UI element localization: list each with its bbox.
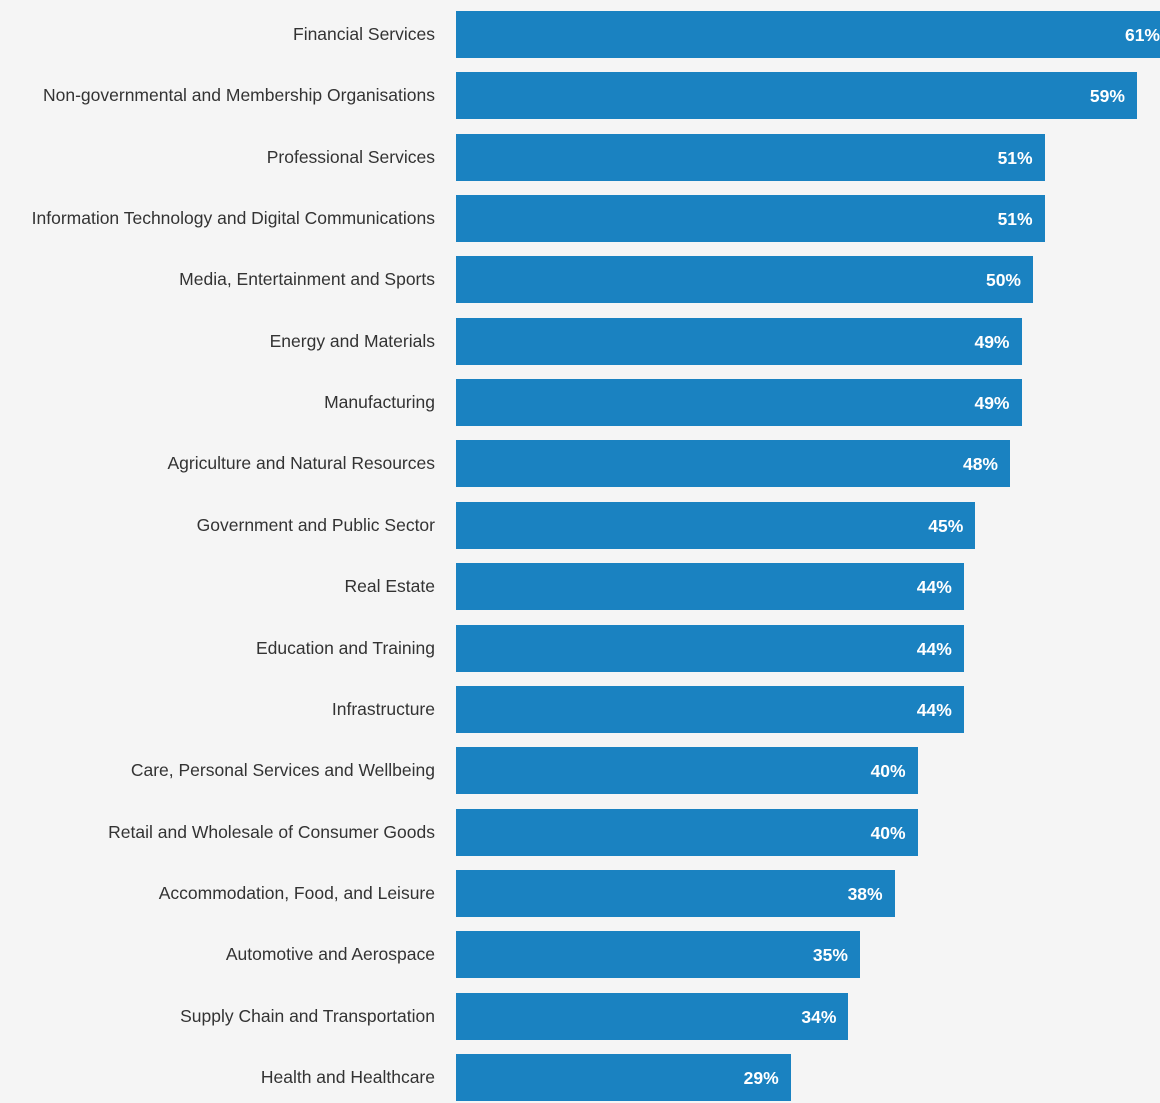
bar: 51% bbox=[456, 195, 1045, 243]
bar-row: Accommodation, Food, and Leisure 38% bbox=[0, 869, 1160, 917]
bar-row: Supply Chain and Transportation 34% bbox=[0, 992, 1160, 1040]
bar: 49% bbox=[456, 379, 1022, 427]
value-label: 44% bbox=[916, 577, 952, 598]
bar: 45% bbox=[456, 501, 976, 549]
bar: 59% bbox=[456, 72, 1137, 120]
bar-row: Financial Services 61% bbox=[0, 11, 1160, 58]
bar-row: Education and Training 44% bbox=[0, 624, 1160, 672]
bar-row: Government and Public Sector 45% bbox=[0, 501, 1160, 549]
value-label: 50% bbox=[985, 270, 1021, 291]
category-label: Infrastructure bbox=[331, 698, 435, 719]
bar: 44% bbox=[456, 624, 964, 672]
bar-row: Non-governmental and Membership Organisa… bbox=[0, 72, 1160, 120]
bar: 40% bbox=[456, 747, 918, 795]
bar: 34% bbox=[456, 992, 849, 1040]
category-label: Financial Services bbox=[293, 24, 435, 44]
bar-row: Care, Personal Services and Wellbeing 40% bbox=[0, 747, 1160, 795]
category-label: Information Technology and Digital Commu… bbox=[31, 208, 435, 229]
category-label: Health and Healthcare bbox=[260, 1067, 435, 1087]
bar-row: Retail and Wholesale of Consumer Goods 40… bbox=[0, 808, 1160, 856]
bar: 49% bbox=[456, 317, 1022, 365]
bar-row: Agriculture and Natural Resources 48% bbox=[0, 440, 1160, 488]
bar: 51% bbox=[456, 133, 1045, 181]
bar-row: Media, Entertainment and Sports 50% bbox=[0, 256, 1160, 304]
bar: 44% bbox=[456, 685, 964, 733]
value-label: 35% bbox=[812, 945, 848, 966]
value-label: 40% bbox=[870, 822, 906, 843]
category-label: Non-governmental and Membership Organisa… bbox=[42, 85, 435, 106]
value-label: 51% bbox=[997, 209, 1033, 230]
category-label: Government and Public Sector bbox=[196, 514, 435, 535]
value-label: 61% bbox=[1124, 25, 1160, 45]
category-label: Accommodation, Food, and Leisure bbox=[158, 882, 435, 903]
value-label: 45% bbox=[928, 515, 964, 536]
category-label: Professional Services bbox=[266, 146, 435, 167]
value-label: 38% bbox=[847, 883, 883, 904]
bar-row: Information Technology and Digital Commu… bbox=[0, 195, 1160, 243]
value-label: 34% bbox=[801, 1006, 837, 1027]
category-label: Energy and Materials bbox=[269, 330, 435, 351]
category-label: Manufacturing bbox=[324, 392, 435, 413]
category-label: Real Estate bbox=[344, 576, 435, 597]
category-label: Supply Chain and Transportation bbox=[180, 1005, 435, 1026]
bar-row: Manufacturing 49% bbox=[0, 379, 1160, 427]
bar: 50% bbox=[456, 256, 1033, 304]
value-label: 49% bbox=[974, 331, 1010, 352]
bar: 48% bbox=[456, 440, 1010, 488]
category-label: Education and Training bbox=[255, 637, 435, 658]
value-label: 40% bbox=[870, 761, 906, 782]
value-label: 44% bbox=[916, 638, 952, 659]
category-label: Retail and Wholesale of Consumer Goods bbox=[108, 821, 435, 842]
bar-row: Professional Services 51% bbox=[0, 133, 1160, 181]
bar-row: Real Estate 44% bbox=[0, 563, 1160, 611]
category-label: Care, Personal Services and Wellbeing bbox=[130, 760, 435, 781]
bar-row: Infrastructure 44% bbox=[0, 685, 1160, 733]
value-label: 51% bbox=[997, 147, 1033, 168]
bar: 29% bbox=[456, 1054, 791, 1101]
bar: 44% bbox=[456, 563, 964, 611]
bar-row: Health and Healthcare 29% bbox=[0, 1054, 1160, 1101]
category-label: Automotive and Aerospace bbox=[225, 944, 435, 965]
bar: 40% bbox=[456, 808, 918, 856]
bar: 35% bbox=[456, 931, 860, 979]
value-label: 44% bbox=[916, 699, 952, 720]
bar-row: Automotive and Aerospace 35% bbox=[0, 931, 1160, 979]
value-label: 59% bbox=[1089, 86, 1125, 107]
value-label: 49% bbox=[974, 393, 1010, 414]
bar: 38% bbox=[456, 869, 895, 917]
bar-row: Energy and Materials 49% bbox=[0, 317, 1160, 365]
category-label: Media, Entertainment and Sports bbox=[179, 269, 435, 290]
category-label: Agriculture and Natural Resources bbox=[167, 453, 436, 474]
bar: 61% bbox=[456, 11, 1160, 58]
value-label: 29% bbox=[743, 1068, 779, 1088]
value-label: 48% bbox=[962, 454, 998, 475]
